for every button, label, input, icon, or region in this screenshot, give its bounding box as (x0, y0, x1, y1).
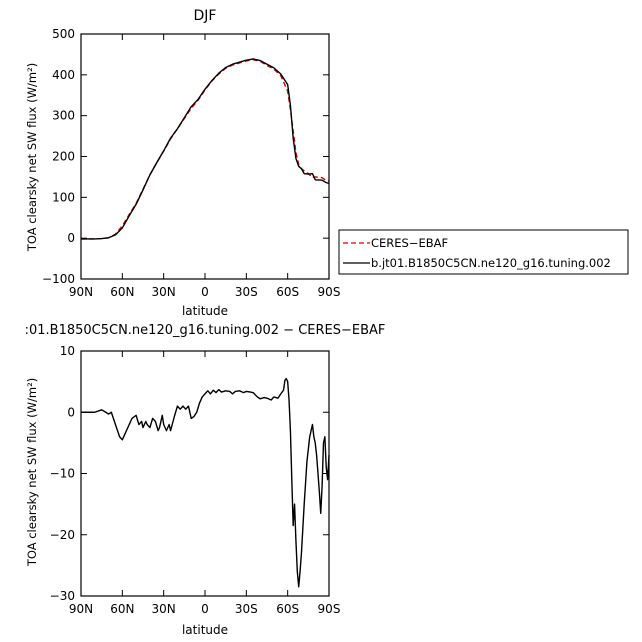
top-y-tick-label: 500 (52, 27, 75, 41)
top-y-tick-label: −100 (42, 272, 75, 286)
top-y-tick-label: 300 (52, 109, 75, 123)
top-x-tick-label: 0 (201, 285, 209, 299)
bottom-chart-title: :01.B1850C5CN.ne120_g16.tuning.002 − CER… (25, 323, 386, 338)
bottom-axes: 90N 60N 30N 0 30S 60S 90S −30 −20 −10 0 10 (50, 344, 341, 616)
bottom-x-tick-label: 30N (152, 602, 176, 616)
bottom-x-tick-label: 90N (69, 602, 93, 616)
bottom-y-tick-label: −30 (50, 589, 75, 603)
bottom-x-tick-label: 30S (235, 602, 258, 616)
top-x-tick-label: 90N (69, 285, 93, 299)
bottom-x-tick-label: 90S (318, 602, 341, 616)
top-x-tick-label: 30S (235, 285, 258, 299)
bottom-x-tick-label: 60N (110, 602, 134, 616)
top-y-tick-label: 100 (52, 190, 75, 204)
bottom-y-tick-label: −10 (50, 467, 75, 481)
top-axes: 90N 60N 30N 0 30S 60S 90S −100 0 100 200 300 400 500 (42, 27, 340, 299)
top-y-tick-label: 200 (52, 150, 75, 164)
bottom-y-tick-label: 10 (60, 344, 75, 358)
top-series-line-1 (81, 59, 330, 240)
top-x-tick-label: 60N (110, 285, 134, 299)
bottom-y-tick-label: −20 (50, 528, 75, 542)
legend-label-model: b.jt01.B1850C5CN.ne120_g16.tuning.002 (371, 256, 611, 270)
bottom-panel: :01.B1850C5CN.ne120_g16.tuning.002 − CER… (25, 323, 386, 637)
legend: CERES−EBAF b.jt01.B1850C5CN.ne120_g16.tu… (338, 229, 629, 275)
bottom-series-line-1 (81, 377, 330, 588)
bottom-x-axis-label: latitude (182, 623, 228, 637)
top-chart-title: DJF (194, 8, 217, 24)
bottom-plot-lines (81, 377, 330, 588)
top-y-axis-label: TOA clearsky net SW flux (W/m²) (25, 63, 39, 252)
bottom-y-tick-label: 0 (67, 405, 75, 419)
top-x-tick-label: 60S (276, 285, 299, 299)
bottom-x-tick-label: 60S (276, 602, 299, 616)
legend-box (338, 229, 629, 275)
top-panel: DJF 90N 60N 30N 0 30S 60S 90S −100 0 100 200 300 400… (25, 8, 340, 318)
top-y-tick-label: 400 (52, 68, 75, 82)
legend-label-ceres: CERES−EBAF (371, 236, 448, 250)
top-plot-lines (81, 58, 330, 240)
top-x-tick-label: 30N (152, 285, 176, 299)
bottom-x-tick-label: 0 (201, 602, 209, 616)
top-x-axis-label: latitude (182, 304, 228, 318)
top-y-tick-label: 0 (67, 231, 75, 245)
top-plot-frame (80, 33, 330, 280)
top-x-tick-label: 90S (318, 285, 341, 299)
bottom-y-axis-label: TOA clearsky net SW flux (W/m²) (25, 378, 39, 567)
top-series-line-2 (81, 58, 330, 240)
